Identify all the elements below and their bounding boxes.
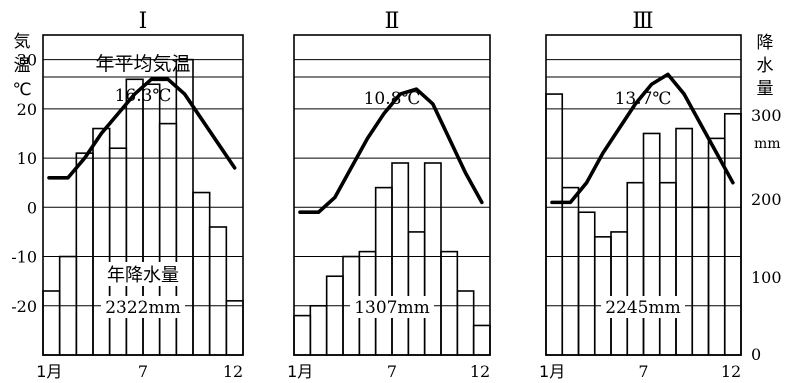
left-axis-label-char-0: 気 [14, 32, 31, 52]
precip-bar-III-11 [707, 137, 726, 356]
precip-label-bg-III [601, 296, 685, 318]
x-tick-III-1: 1月 [539, 362, 565, 381]
right-tick-1: 200 [751, 190, 782, 209]
precip-bar-I-10 [192, 191, 211, 356]
precip-bar-I-1 [42, 290, 61, 356]
x-tick-I-7: 7 [138, 362, 148, 381]
precip-bar-II-9 [423, 162, 442, 356]
precip-bar-II-7 [391, 162, 410, 356]
left-tick-5: -20 [11, 297, 37, 316]
x-tick-III-12: 12 [721, 362, 741, 381]
precip-bar-II-3 [325, 275, 344, 356]
annual-precipitation-II: 1307mm [354, 298, 430, 318]
precip-bar-II-12 [472, 324, 491, 356]
left-axis-label-char-1: 温 [14, 56, 31, 76]
left-tick-1: 20 [17, 100, 37, 119]
x-tick-II-12: 12 [470, 362, 490, 381]
left-tick-0: 30 [17, 51, 37, 70]
precip-bar-I-3 [75, 152, 94, 356]
precip-bar-III-10 [691, 206, 710, 356]
left-axis-label-char-2: ℃ [12, 80, 31, 100]
precip-bar-I-4 [92, 127, 111, 356]
precip-caption-bg [97, 262, 189, 286]
precip-bar-II-11 [456, 290, 475, 356]
x-tick-II-7: 7 [387, 362, 397, 381]
precip-bar-II-2 [309, 304, 328, 356]
precip-bar-III-3 [577, 211, 596, 356]
precip-label-bg-II [350, 296, 434, 318]
temperature-line-III [550, 72, 735, 205]
right-axis-unit: mm [754, 136, 781, 152]
precip-bar-III-7 [642, 132, 661, 356]
precip-bar-III-6 [626, 181, 645, 356]
annual-precipitation-label: 年降水量 [107, 265, 179, 286]
precip-bar-II-8 [407, 231, 426, 356]
left-tick-3: 0 [27, 198, 37, 217]
precip-bar-II-1 [293, 314, 312, 356]
right-tick-3: 0 [751, 345, 761, 364]
panel-title-III: Ⅲ [632, 9, 653, 34]
right-axis-label-char-0: 降 [757, 33, 774, 53]
frame-III [545, 34, 742, 356]
temperature-line-II [298, 87, 484, 215]
panel-title-II: Ⅱ [385, 9, 400, 34]
precip-bar-I-12 [225, 300, 244, 356]
annual-precipitation-I: 2322mm [105, 298, 181, 318]
frame-I [42, 34, 244, 356]
annual-temperature-I: 16.3℃ [115, 86, 172, 106]
precip-bar-III-12 [723, 112, 742, 356]
annual-temperature-II: 10.8℃ [364, 89, 421, 109]
annual-precipitation-III: 2245mm [605, 298, 681, 318]
precip-bar-II-10 [440, 250, 459, 356]
precip-bar-I-11 [208, 226, 228, 356]
precip-bar-I-5 [108, 147, 128, 356]
precip-bar-III-2 [561, 186, 580, 356]
precip-bar-III-8 [658, 181, 677, 356]
x-tick-III-7: 7 [638, 362, 648, 381]
precip-bar-III-1 [545, 93, 564, 356]
left-tick-2: 10 [17, 149, 37, 168]
x-tick-I-1: 1月 [36, 362, 62, 381]
precip-bar-III-9 [675, 127, 694, 356]
precip-bar-II-6 [374, 186, 393, 356]
precip-bar-III-5 [610, 231, 629, 356]
panel-title-I: Ⅰ [139, 9, 148, 34]
right-axis-label-char-1: 水 [757, 56, 774, 76]
x-tick-I-12: 12 [223, 362, 243, 381]
precip-bar-III-4 [593, 236, 612, 356]
x-tick-II-1: 1月 [287, 362, 313, 381]
annual-temperature-label: 年平均気温 [95, 53, 190, 75]
annual-temperature-III: 13.7℃ [615, 89, 672, 109]
right-axis-label-char-2: 量 [757, 79, 774, 99]
right-tick-0: 300 [751, 106, 782, 125]
temperature-line-I [47, 77, 237, 180]
precip-label-bg-I [101, 296, 185, 318]
left-tick-4: -10 [11, 248, 37, 267]
right-tick-2: 100 [751, 268, 782, 287]
frame-II [293, 34, 491, 356]
